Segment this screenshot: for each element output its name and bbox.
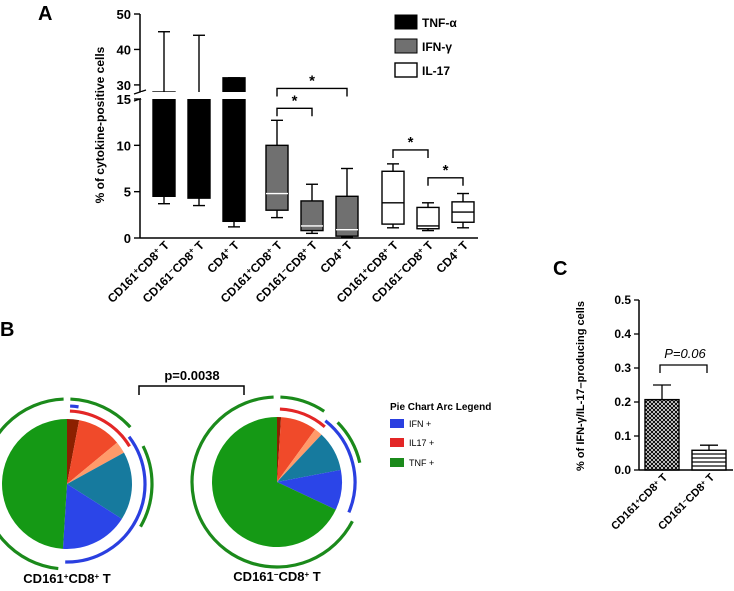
panel-c-y-tick-label: 0.4 <box>614 327 631 341</box>
panel-c-bar: % of IFN-γ/IL-17–producing cells 0.0 0.1 0… <box>575 293 733 533</box>
pie-arc-tnf <box>190 395 354 569</box>
slice-ifn <box>277 469 342 510</box>
legend-swatch-il17 <box>394 62 418 78</box>
slice-il17-tnf <box>277 417 316 482</box>
panel-a-y-axis-title: % of cytokine-positive cells <box>93 46 107 203</box>
panel-b-comparison-bracket <box>138 385 245 395</box>
arc-legend-swatch-tnf <box>390 458 404 467</box>
legend-label-ifn: IFN-γ <box>422 40 452 54</box>
slice-il17-tnf <box>67 420 118 484</box>
arc-legend-swatch-ifn <box>390 419 404 428</box>
slice-ifn-tnf <box>67 452 132 519</box>
panel-label-c: C <box>553 258 567 280</box>
pie-arc-il17 <box>69 409 131 448</box>
panel-a-x-tick-label: CD4+ T <box>317 237 356 276</box>
significance-bracket <box>427 177 464 186</box>
box-tnf <box>222 77 246 223</box>
significance-star: * <box>408 134 414 151</box>
pie-arc-ifn <box>324 419 357 513</box>
significance-bracket <box>276 87 348 97</box>
legend-swatch-tnf <box>394 14 418 30</box>
panel-a-x-tick-label: CD4+ T <box>204 237 243 276</box>
box-il17 <box>416 206 440 230</box>
legend-label-il17: IL-17 <box>422 64 450 78</box>
panel-b-p-value: p=0.0038 <box>164 368 219 383</box>
pie-title: CD161+CD8+ T <box>23 571 110 586</box>
significance-star: * <box>309 72 315 89</box>
panel-c-y-tick-label: 0.0 <box>614 463 631 477</box>
panel-a-y-tick-label: 50 <box>117 7 131 22</box>
panel-a-axis-break-mark <box>133 89 147 95</box>
legend-swatch-ifn <box>394 38 418 54</box>
bar-1 <box>691 449 727 471</box>
panel-c-y-tick-label: 0.2 <box>614 395 631 409</box>
pie-arc-tnf <box>70 397 132 429</box>
slice-il17-ifn <box>277 429 322 482</box>
panel-a-y-tick-label: 0 <box>124 231 131 246</box>
significance-star: * <box>292 92 298 109</box>
slice-tnf <box>211 417 336 547</box>
bar-0 <box>644 398 680 471</box>
panel-a-y-tick-label: 40 <box>117 42 131 57</box>
pie-arc-tnf <box>0 397 64 571</box>
panel-b-pies: CD161+CD8+ T CD161−CD8+ T p=0.0038 Pie Ch… <box>0 368 491 586</box>
panel-a-x-tick-label: CD161−CD8+ T <box>252 237 320 305</box>
box-il17 <box>381 170 405 225</box>
panel-a-x-tick-label: CD4+ T <box>433 237 472 276</box>
pie-arc-ifn <box>70 404 79 409</box>
panel-b-arc-legend: Pie Chart Arc Legend IFN + IL17 + TNF + <box>390 402 491 468</box>
panel-c-y-axis-title: % of IFN-γ/IL-17–producing cells <box>575 301 587 471</box>
slice-il17-tnf-ifn <box>67 419 80 484</box>
slice-tnf <box>1 419 67 549</box>
panel-a-x-tick-label: CD161−CD8+ T <box>368 237 436 305</box>
pie-arc-tnf <box>336 421 362 464</box>
pie-arc-ifn <box>65 435 147 564</box>
arc-legend-label-ifn: IFN + <box>409 419 431 429</box>
significance-bracket <box>392 149 429 158</box>
panel-label-a: A <box>38 3 52 25</box>
arc-legend-label-tnf: TNF + <box>409 458 434 468</box>
panel-a-x-tick-label: CD161−CD8+ T <box>139 237 207 305</box>
panel-a-y-tick-label: 10 <box>117 138 131 153</box>
box-ifn <box>335 195 359 237</box>
legend-label-tnf: TNF-α <box>422 16 457 30</box>
panel-a-legend: TNF-α IFN-γ IL-17 <box>394 14 457 78</box>
panel-a-y-tick-label: 30 <box>117 78 131 93</box>
slice-ifn-tnf <box>277 434 341 482</box>
pie-arc-tnf <box>280 395 326 413</box>
panel-c-comparison-bracket <box>659 364 708 373</box>
panel-c-p-value: P=0.06 <box>664 346 706 361</box>
panel-a-break-band <box>141 92 478 99</box>
arc-legend-label-il17: IL17 + <box>409 438 434 448</box>
box-ifn <box>300 200 324 232</box>
box-ifn <box>265 144 289 211</box>
panel-c-y-tick-label: 0.1 <box>614 429 631 443</box>
arc-legend-swatch-il17 <box>390 438 404 447</box>
panel-c-y-tick-label: 0.3 <box>614 361 631 375</box>
significance-star: * <box>443 162 449 179</box>
pie-arc-il17 <box>279 407 326 429</box>
slice-ifn <box>62 484 122 550</box>
slice-il17-ifn <box>67 442 124 484</box>
slice-il17-tnf-ifn <box>277 417 282 482</box>
panel-a-x-tick-label: CD161+CD8+ T <box>104 237 172 305</box>
box-tnf <box>187 94 211 199</box>
pie-arc-tnf <box>139 445 154 528</box>
significance-bracket <box>276 107 313 117</box>
arc-legend-title: Pie Chart Arc Legend <box>390 402 491 413</box>
panel-a-y-tick-label: 5 <box>124 185 131 200</box>
pie-title: CD161−CD8+ T <box>233 569 320 584</box>
box-tnf <box>152 91 176 198</box>
panel-c-y-tick-label: 0.5 <box>614 293 631 307</box>
panel-label-b: B <box>0 319 14 341</box>
panel-a-y-tick-label: 15 <box>117 92 131 107</box>
